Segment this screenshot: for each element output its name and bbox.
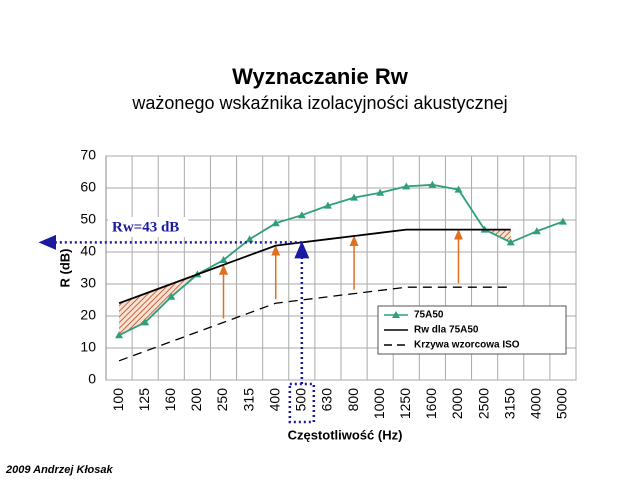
x-tick-label: 1000 xyxy=(371,388,387,419)
marker xyxy=(219,256,228,263)
marker xyxy=(558,217,567,225)
x-tick-label: 500 xyxy=(293,388,309,412)
marker xyxy=(297,211,306,219)
x-tick-label: 3150 xyxy=(501,388,517,419)
legend-label: Krzywa wzorcowa ISO xyxy=(414,340,520,351)
x-tick-label: 800 xyxy=(345,388,361,412)
marker xyxy=(271,219,280,227)
footer: 2009 Andrzej Kłosak xyxy=(5,464,113,476)
legend-label: Rw dla 75A50 xyxy=(414,325,479,336)
marker xyxy=(376,188,385,196)
x-tick-label: 5000 xyxy=(554,388,570,419)
series-line xyxy=(118,228,511,305)
y-tick-label: 40 xyxy=(80,243,96,259)
x-tick-label: 315 xyxy=(240,388,256,412)
legend-label: 75A50 xyxy=(414,310,444,321)
legend xyxy=(377,305,567,355)
x-tick-label: 630 xyxy=(319,388,335,412)
x-tick-label: 250 xyxy=(214,388,230,412)
marker xyxy=(323,201,332,209)
marker xyxy=(115,331,124,339)
x-tick-label: 2000 xyxy=(449,388,465,419)
marker xyxy=(532,227,541,235)
marker xyxy=(350,193,359,201)
x-tick-label: 4000 xyxy=(528,388,544,419)
rw-box xyxy=(288,382,316,424)
marker xyxy=(167,292,176,300)
marker xyxy=(428,180,437,188)
y-axis-label: R (dB) xyxy=(57,249,72,288)
y-tick-label: 60 xyxy=(80,179,96,195)
x-tick-label: 100 xyxy=(110,388,126,412)
annotation-bg xyxy=(108,217,188,237)
y-tick-label: 50 xyxy=(80,211,96,227)
series-line xyxy=(118,183,564,337)
x-tick-label: 1600 xyxy=(423,388,439,419)
x-tick-label: 160 xyxy=(162,388,178,412)
x-axis-label: Częstotliwość (Hz) xyxy=(288,427,403,442)
annotation: Rw=43 dB xyxy=(112,219,179,235)
chart-title: Wyznaczanie Rw xyxy=(232,64,409,89)
legend-marker xyxy=(392,311,400,318)
y-tick-label: 70 xyxy=(80,147,96,163)
chart-subtitle: ważonego wskaźnika izolacyjności akustyc… xyxy=(131,93,507,113)
marker xyxy=(245,235,254,243)
x-tick-label: 2500 xyxy=(475,388,491,419)
x-tick-label: 1250 xyxy=(397,388,413,419)
y-tick-label: 20 xyxy=(80,307,96,323)
x-tick-label: 200 xyxy=(188,388,204,412)
series-line xyxy=(118,286,511,362)
y-tick-label: 0 xyxy=(88,371,96,387)
marker xyxy=(141,318,150,326)
y-tick-label: 30 xyxy=(80,275,96,291)
x-tick-label: 125 xyxy=(136,388,152,412)
marker xyxy=(506,238,515,246)
marker xyxy=(454,185,463,193)
y-tick-label: 10 xyxy=(80,339,96,355)
marker xyxy=(402,182,411,190)
deficiency-area xyxy=(119,274,198,336)
x-tick-label: 400 xyxy=(266,388,282,412)
